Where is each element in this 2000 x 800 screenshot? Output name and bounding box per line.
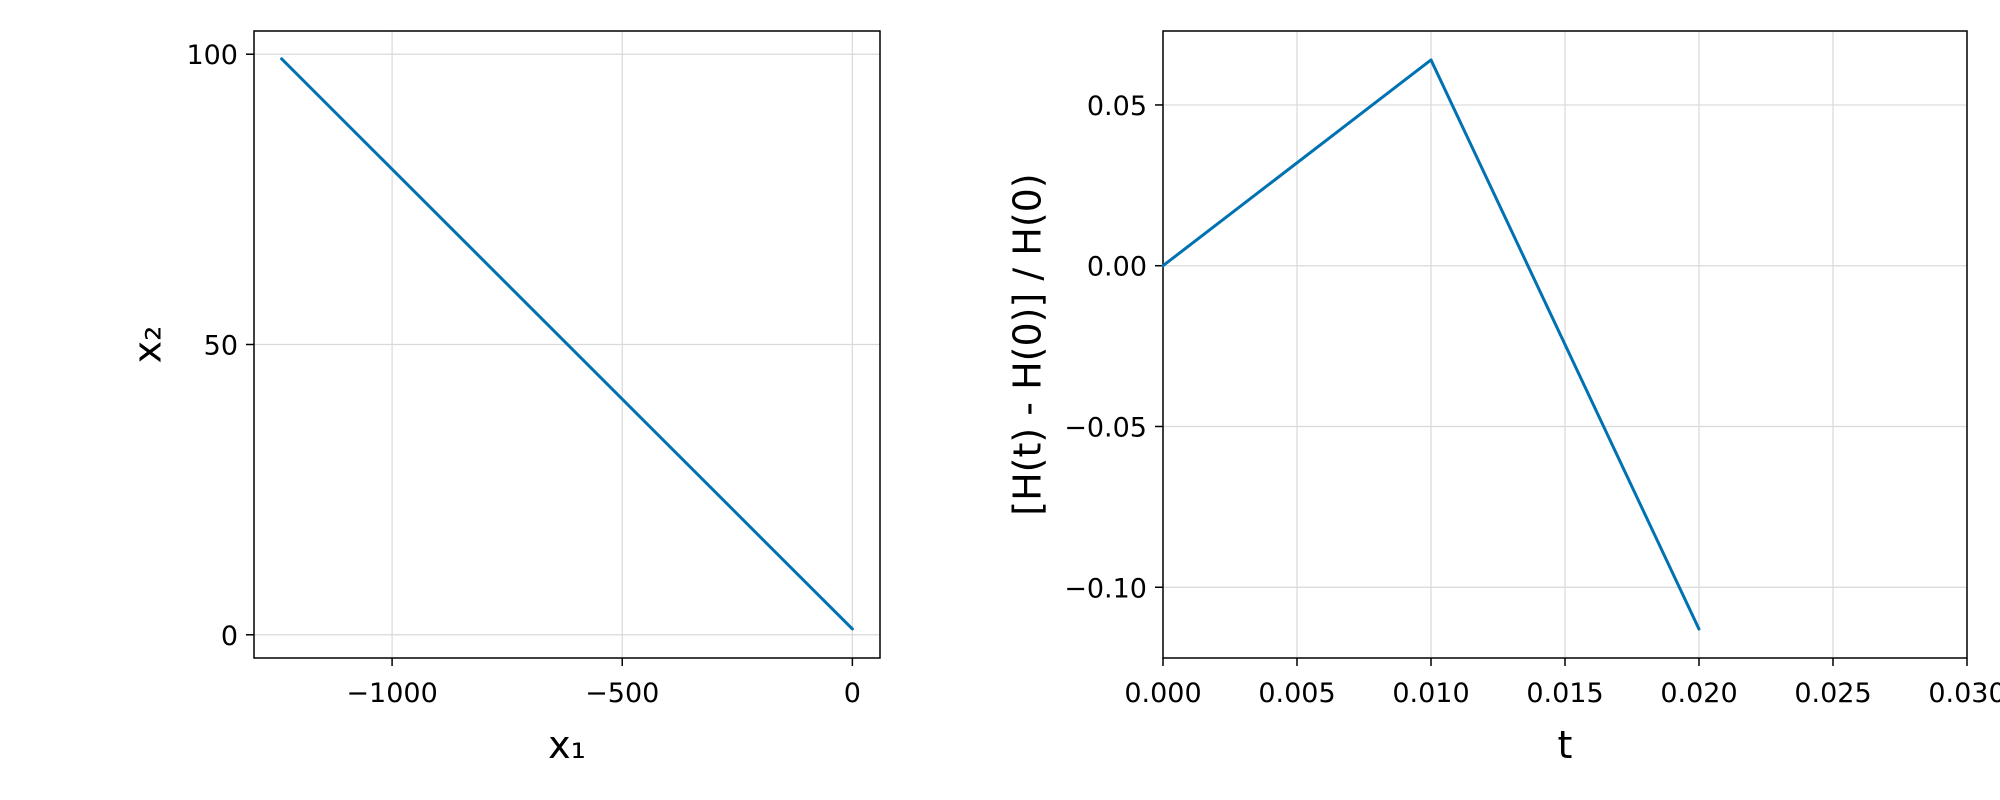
right-series-line-0: [1161, 58, 1701, 631]
left-series-line-0: [280, 57, 854, 631]
left-x-axis-title: x₁: [548, 723, 586, 767]
right-x-tick-label-0: 0.000: [1124, 678, 1201, 709]
right-grid: [1162, 31, 1968, 658]
left-plot-panel: −1000 −500 0 0 50 100 x₁ x₂: [126, 30, 881, 767]
left-y-axis-title: x₂: [126, 326, 170, 364]
right-y-tick-label-0: −0.10: [1064, 573, 1147, 604]
left-x-tick-label-0: −1000: [346, 678, 437, 709]
right-x-tick-label-1: 0.005: [1258, 678, 1335, 709]
left-x-tick-label-2: 0: [844, 678, 861, 709]
left-y-tick-label-2: 100: [186, 40, 238, 71]
right-series: [1161, 58, 1701, 631]
right-ticks: 0.000 0.005 0.010 0.015 0.020 0.025 0.030 −0.10…: [1064, 91, 2000, 709]
right-y-tick-label-2: 0.00: [1087, 252, 1147, 283]
right-x-tick-label-5: 0.025: [1794, 678, 1871, 709]
right-plot-panel: 0.000 0.005 0.010 0.015 0.020 0.025 0.030 −0.10…: [1006, 30, 2000, 767]
right-x-tick-label-2: 0.010: [1392, 678, 1469, 709]
left-x-tick-label-1: −500: [585, 678, 659, 709]
left-y-tick-label-1: 50: [204, 331, 238, 362]
right-x-tick-label-3: 0.015: [1526, 678, 1603, 709]
right-x-tick-label-4: 0.020: [1660, 678, 1737, 709]
left-series: [280, 57, 854, 631]
right-x-tick-label-6: 0.030: [1928, 678, 2000, 709]
right-y-tick-label-1: −0.05: [1064, 412, 1147, 443]
left-y-tick-label-0: 0: [221, 621, 238, 652]
right-y-axis-title: [H(t) - H(0)] / H(0): [1006, 173, 1050, 515]
right-y-tick-label-3: 0.05: [1087, 91, 1147, 122]
left-ticks: −1000 −500 0 0 50 100: [186, 40, 861, 709]
right-x-axis-title: t: [1558, 723, 1573, 767]
